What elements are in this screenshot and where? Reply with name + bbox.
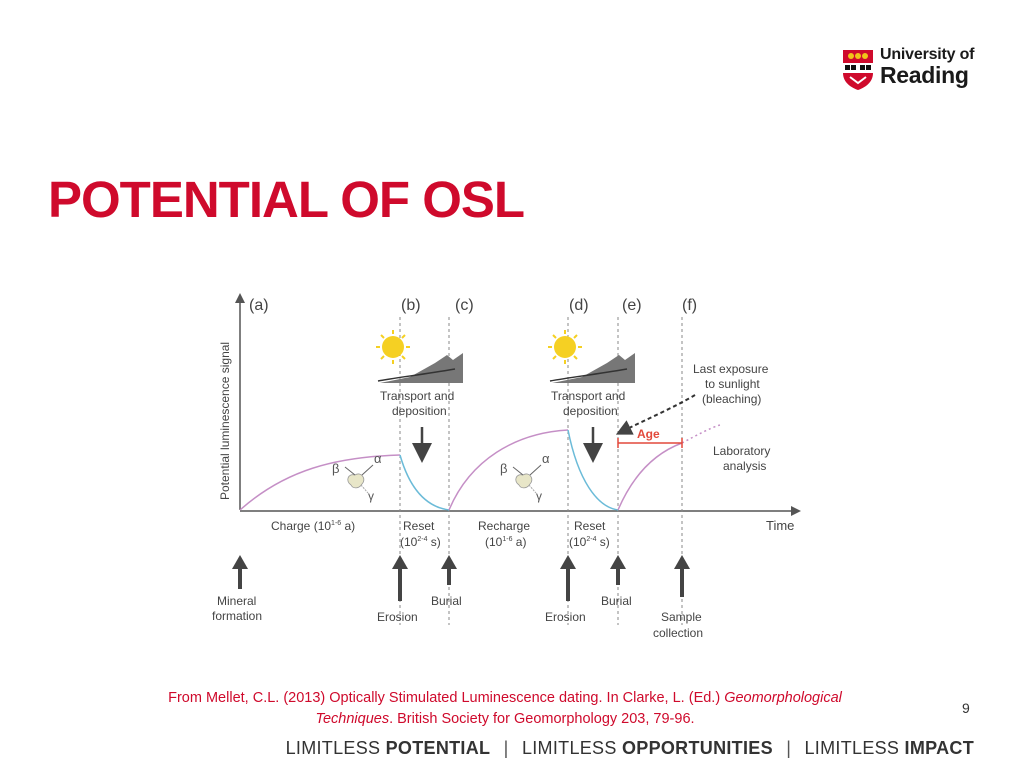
burial-label-2: Burial <box>601 594 632 608</box>
phase-label-e: (e) <box>622 297 642 314</box>
mineral-label-a: Mineral <box>217 594 256 608</box>
reset-label-1b: (102-4 s) <box>400 535 441 549</box>
age-bracket <box>617 438 683 448</box>
transport-label-1a: Transport and <box>380 389 454 403</box>
university-logo: University of Reading <box>842 47 982 97</box>
logo-line2: Reading <box>880 62 969 88</box>
charge-curve <box>239 454 401 511</box>
page-title: POTENTIAL OF OSL <box>48 171 525 228</box>
beta-label: β <box>332 461 339 476</box>
page-number: 9 <box>962 700 970 716</box>
age-label: Age <box>637 427 660 441</box>
citation-italic1: Geomorphological <box>724 690 842 706</box>
sun-icon <box>376 330 410 364</box>
transport-label-2a: Transport and <box>551 389 625 403</box>
alpha-label-2: α <box>542 451 550 466</box>
citation-italic2: Techniques <box>315 711 390 727</box>
phase-label-c: (c) <box>455 297 474 314</box>
tagline-separator-1: | <box>503 738 509 758</box>
tagline-bold-1: POTENTIAL <box>385 738 491 758</box>
transport-label-2b: deposition <box>563 404 618 418</box>
river-icon <box>377 368 456 382</box>
tagline-word-1: LIMITLESS <box>285 738 386 758</box>
event-arrows <box>232 555 690 601</box>
phase-label-f: (f) <box>682 297 697 314</box>
recharge-label-a: Recharge <box>478 519 530 533</box>
erosion-label-2: Erosion <box>545 610 586 624</box>
sun-icon-2 <box>548 330 582 364</box>
y-axis-label: Potential luminescence signal <box>218 342 232 500</box>
tagline-word-2: LIMITLESS <box>521 738 622 758</box>
radiation-icon-2: β α γ <box>500 451 550 503</box>
lab-label-a: Laboratory <box>713 444 770 458</box>
mineral-label-b: formation <box>212 609 262 623</box>
transport-label-1b: deposition <box>392 404 447 418</box>
burial-label-1: Burial <box>431 594 462 608</box>
phase-label-a: (a) <box>249 297 269 314</box>
citation-prefix: From Mellet, C.L. (2013) Optically Stimu… <box>168 690 725 706</box>
lab-label-b: analysis <box>723 459 766 473</box>
y-axis-arrow <box>235 293 245 303</box>
phase-label-b: (b) <box>401 297 421 314</box>
citation-suffix: . British Society for Geomorphology 203,… <box>389 711 695 727</box>
sample-label-a: Sample <box>661 610 702 624</box>
crest-icon <box>843 50 873 90</box>
river-icon-2 <box>549 368 628 382</box>
recharge-curve <box>448 429 569 511</box>
osl-diagram: Potential luminescence signal Time (a) (… <box>205 285 825 645</box>
last-exposure-b: to sunlight <box>705 377 760 391</box>
reset-label-2b: (102-4 s) <box>569 535 610 549</box>
alpha-label: α <box>374 451 382 466</box>
charge-label: Charge (101-6 a) <box>271 519 355 533</box>
reset-label-2a: Reset <box>574 519 606 533</box>
tagline-bold-3: IMPACT <box>904 738 974 758</box>
sample-label-b: collection <box>653 626 703 640</box>
gamma-label-2: γ <box>536 489 542 503</box>
last-exposure-a: Last exposure <box>693 362 769 376</box>
x-axis-label: Time <box>766 518 794 533</box>
gamma-label: γ <box>368 489 374 503</box>
footer-tagline: LIMITLESS POTENTIAL | LIMITLESS OPPORTUN… <box>286 738 974 759</box>
lab-curve <box>681 424 721 444</box>
reset-label-1a: Reset <box>403 519 435 533</box>
last-exposure-c: (bleaching) <box>702 392 761 406</box>
radiation-icon-1: β α γ <box>332 451 382 503</box>
bleaching-arrow <box>615 394 696 435</box>
erosion-label-1: Erosion <box>377 610 418 624</box>
x-axis-arrow <box>791 506 801 516</box>
mountain-icon <box>380 353 463 383</box>
reset-curve-1 <box>399 454 450 511</box>
osl-diagram-svg: Potential luminescence signal Time (a) (… <box>212 293 801 640</box>
tagline-bold-2: OPPORTUNITIES <box>621 738 773 758</box>
citation: From Mellet, C.L. (2013) Optically Stimu… <box>60 688 950 730</box>
logo-line1: University of <box>880 46 975 63</box>
mountain-icon-2 <box>552 353 635 383</box>
recharge-label-b: (101-6 a) <box>485 535 526 549</box>
reset-curve-2 <box>567 429 619 511</box>
phase-label-d: (d) <box>569 297 589 314</box>
beta-label-2: β <box>500 461 507 476</box>
tagline-separator-2: | <box>786 738 792 758</box>
tagline-word-3: LIMITLESS <box>804 738 905 758</box>
age-curve <box>617 442 683 511</box>
